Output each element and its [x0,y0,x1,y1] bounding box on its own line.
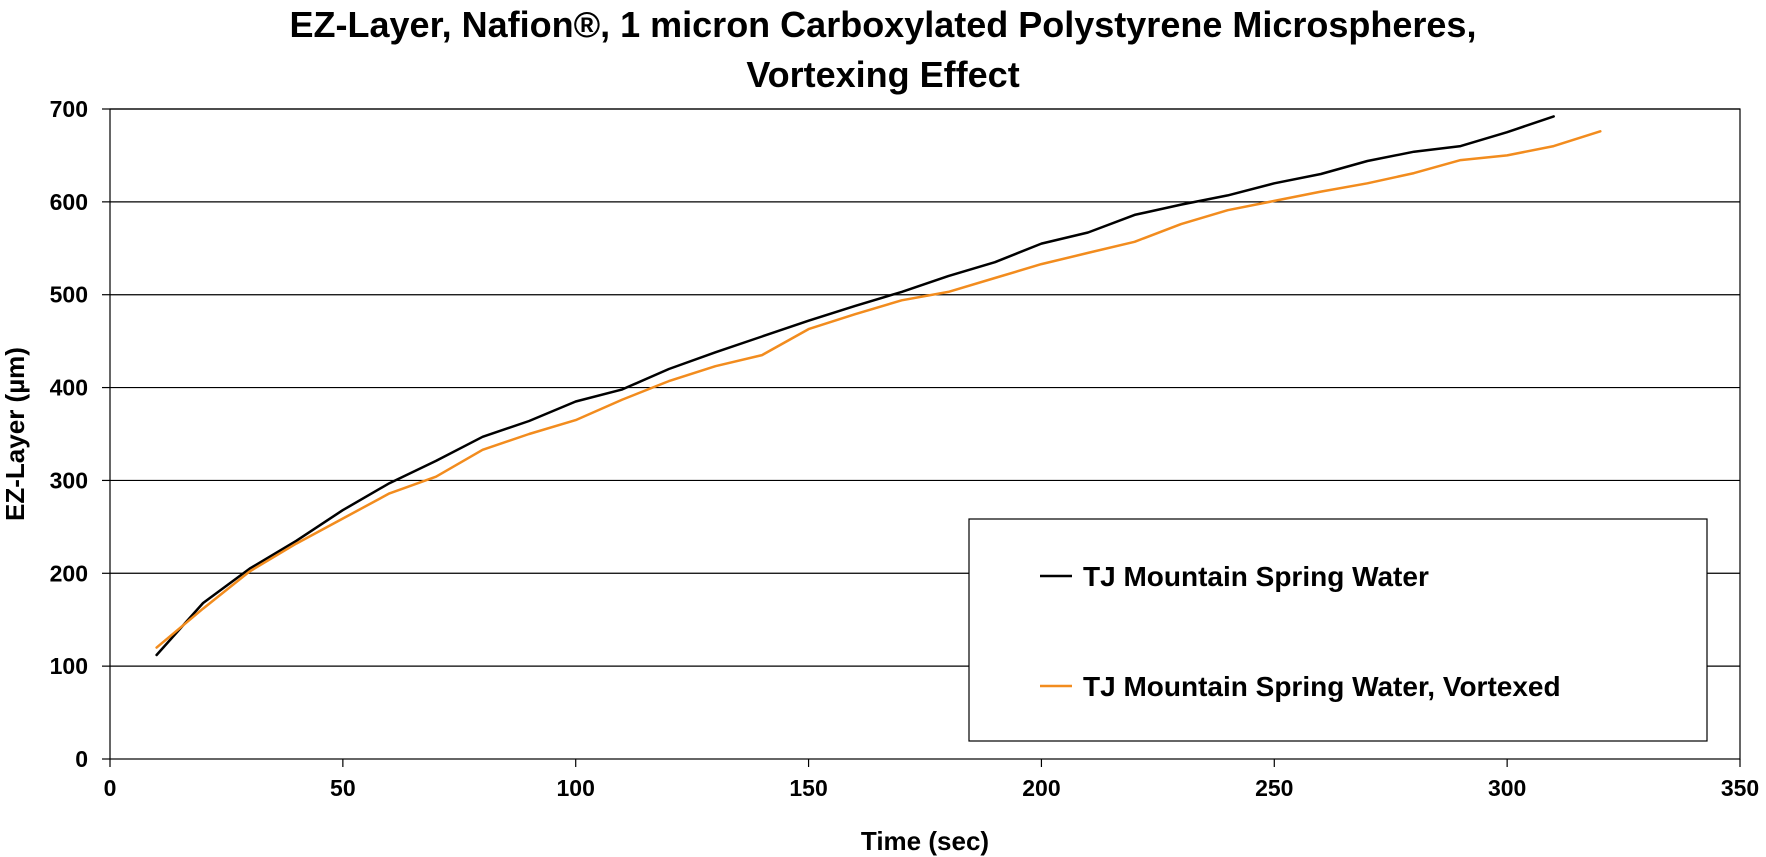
series-lines [155,115,1602,657]
x-tick-label: 100 [557,775,595,801]
x-tick-label: 50 [330,775,356,801]
plot-area [109,108,1741,760]
chart-title-line-2: Vortexing Effect [746,54,1019,95]
legend: TJ Mountain Spring Water TJ Mountain Spr… [968,518,1708,742]
legend-label-series-2: TJ Mountain Spring Water, Vortexed [1083,671,1561,702]
axis-ticks: 0 100 200 300 400 500 600 700 0 50 100 150 200 250 300… [50,96,1760,801]
y-tick-label: 300 [50,467,88,493]
x-tick-label: 350 [1721,775,1759,801]
x-tick-label: 200 [1022,775,1060,801]
legend-box [968,518,1708,742]
chart-title-line-1: EZ-Layer, Nafion®, 1 micron Carboxylated… [290,4,1477,45]
y-tick-label: 500 [50,282,88,308]
series-line-1 [155,115,1555,657]
x-tick-label: 0 [104,775,117,801]
y-tick-label: 400 [50,375,88,401]
x-axis-label: Time (sec) [861,826,989,856]
y-tick-label: 100 [50,653,88,679]
y-tick-label: 200 [50,560,88,586]
x-tick-label: 150 [789,775,827,801]
x-tick-label: 250 [1255,775,1293,801]
series-line-2 [155,130,1602,649]
y-tick-label: 600 [50,189,88,215]
y-tick-label: 0 [75,746,88,772]
x-tick-label: 300 [1488,775,1526,801]
legend-label-series-1: TJ Mountain Spring Water [1083,561,1429,592]
y-axis-label: EZ-Layer (µm) [0,347,30,521]
y-tick-label: 700 [50,96,88,122]
